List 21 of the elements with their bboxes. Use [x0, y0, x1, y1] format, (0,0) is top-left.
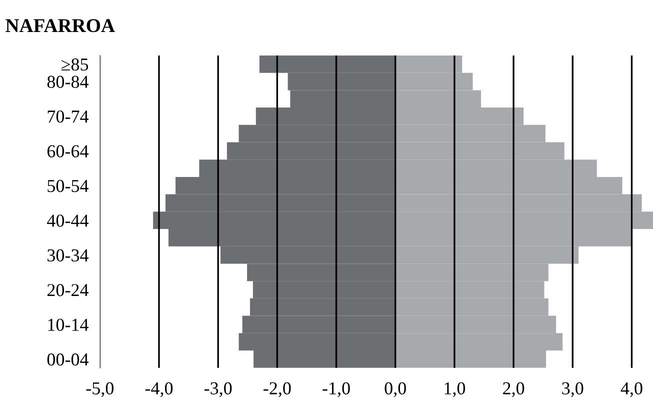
y-tick-label: 50-54	[48, 180, 89, 192]
x-tick-label: 4,0	[620, 382, 642, 398]
x-tick-label: 1,0	[444, 382, 466, 398]
chart-title: NAFARROA	[6, 19, 115, 32]
x-tick-label: -1,0	[322, 382, 350, 398]
y-tick-label: 40-44	[47, 214, 89, 227]
x-tick-label: -5,0	[86, 382, 114, 398]
x-tick-label: 2,0	[503, 382, 524, 398]
x-tick-label: -4,0	[145, 382, 173, 398]
y-tick-label: 70-74	[48, 110, 89, 123]
x-tick-label: -3,0	[204, 382, 232, 398]
y-tick-label: ≥85	[62, 58, 88, 71]
y-tick-label: 00-04	[47, 353, 89, 366]
y-tick-label: 30-34	[48, 249, 89, 262]
y-tick-label: 20-24	[47, 284, 89, 296]
x-tick-label: 0,0	[384, 382, 406, 398]
x-tick-label: 3,0	[562, 382, 584, 398]
y-tick-label: 80-84	[47, 76, 89, 88]
y-tick-label: 10-14	[48, 318, 89, 331]
y-tick-label: 60-64	[47, 145, 89, 158]
x-tick-label: -2,0	[264, 382, 291, 398]
